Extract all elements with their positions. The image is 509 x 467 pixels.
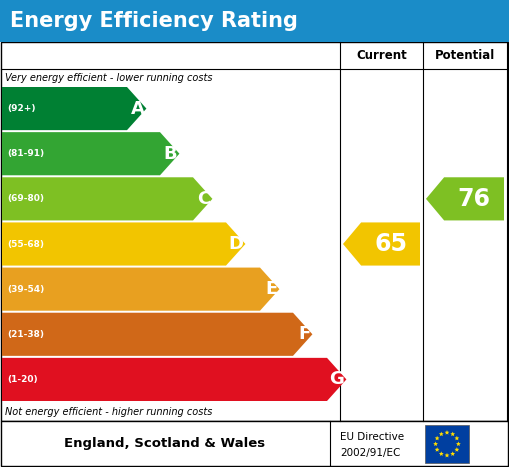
Text: (39-54): (39-54) xyxy=(7,285,44,294)
Text: 2002/91/EC: 2002/91/EC xyxy=(340,448,401,458)
Text: Very energy efficient - lower running costs: Very energy efficient - lower running co… xyxy=(5,73,212,83)
Text: (1-20): (1-20) xyxy=(7,375,38,384)
Polygon shape xyxy=(445,453,449,458)
Polygon shape xyxy=(2,177,212,220)
Polygon shape xyxy=(2,268,279,311)
Text: C: C xyxy=(197,190,210,208)
Text: (81-91): (81-91) xyxy=(7,149,44,158)
Polygon shape xyxy=(433,441,438,446)
Polygon shape xyxy=(2,87,147,130)
Text: D: D xyxy=(229,235,243,253)
Polygon shape xyxy=(455,447,459,452)
Polygon shape xyxy=(439,432,444,436)
Text: G: G xyxy=(329,370,345,389)
Text: F: F xyxy=(298,325,310,343)
Polygon shape xyxy=(343,222,420,266)
Text: B: B xyxy=(164,145,178,163)
Bar xyxy=(1,421,508,466)
Text: Energy Efficiency Rating: Energy Efficiency Rating xyxy=(10,11,298,31)
Polygon shape xyxy=(2,222,245,266)
Polygon shape xyxy=(445,430,449,435)
Polygon shape xyxy=(439,452,444,456)
Polygon shape xyxy=(455,436,459,440)
Text: England, Scotland & Wales: England, Scotland & Wales xyxy=(65,438,266,451)
Text: 65: 65 xyxy=(374,232,407,256)
Text: Not energy efficient - higher running costs: Not energy efficient - higher running co… xyxy=(5,407,212,417)
Polygon shape xyxy=(426,177,504,220)
Text: E: E xyxy=(265,280,277,298)
Text: (92+): (92+) xyxy=(7,104,36,113)
Text: EU Directive: EU Directive xyxy=(340,432,404,442)
Polygon shape xyxy=(2,358,347,401)
Text: Potential: Potential xyxy=(435,49,495,62)
Polygon shape xyxy=(456,441,461,446)
Text: (21-38): (21-38) xyxy=(7,330,44,339)
Text: (69-80): (69-80) xyxy=(7,194,44,203)
Text: 76: 76 xyxy=(458,187,491,211)
Text: (55-68): (55-68) xyxy=(7,240,44,248)
Polygon shape xyxy=(2,313,313,356)
Text: Current: Current xyxy=(356,49,407,62)
Text: A: A xyxy=(130,99,145,118)
Polygon shape xyxy=(450,432,455,436)
Polygon shape xyxy=(450,452,455,456)
Bar xyxy=(425,425,469,463)
Polygon shape xyxy=(2,132,179,175)
Bar xyxy=(0,0,509,42)
Polygon shape xyxy=(435,436,439,440)
Polygon shape xyxy=(435,447,439,452)
Bar xyxy=(1,42,508,421)
